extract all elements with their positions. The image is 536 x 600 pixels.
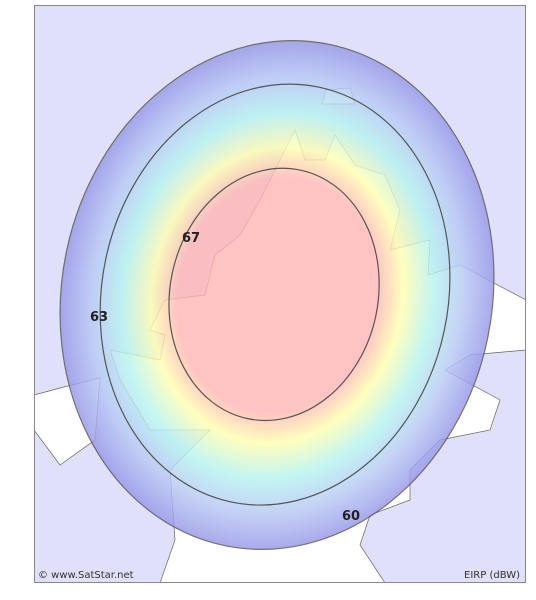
credit: © www.SatStar.net xyxy=(38,570,134,581)
map-area xyxy=(34,5,526,583)
contour-label: 60 xyxy=(342,509,360,524)
contour-label: 67 xyxy=(182,231,200,246)
inner-contour xyxy=(168,167,380,422)
middle-contour xyxy=(99,83,451,506)
frame xyxy=(34,5,526,583)
contour-label: 63 xyxy=(90,310,108,325)
legend-unit: EIRP (dBW) xyxy=(464,570,520,581)
outer-contour xyxy=(59,40,495,550)
